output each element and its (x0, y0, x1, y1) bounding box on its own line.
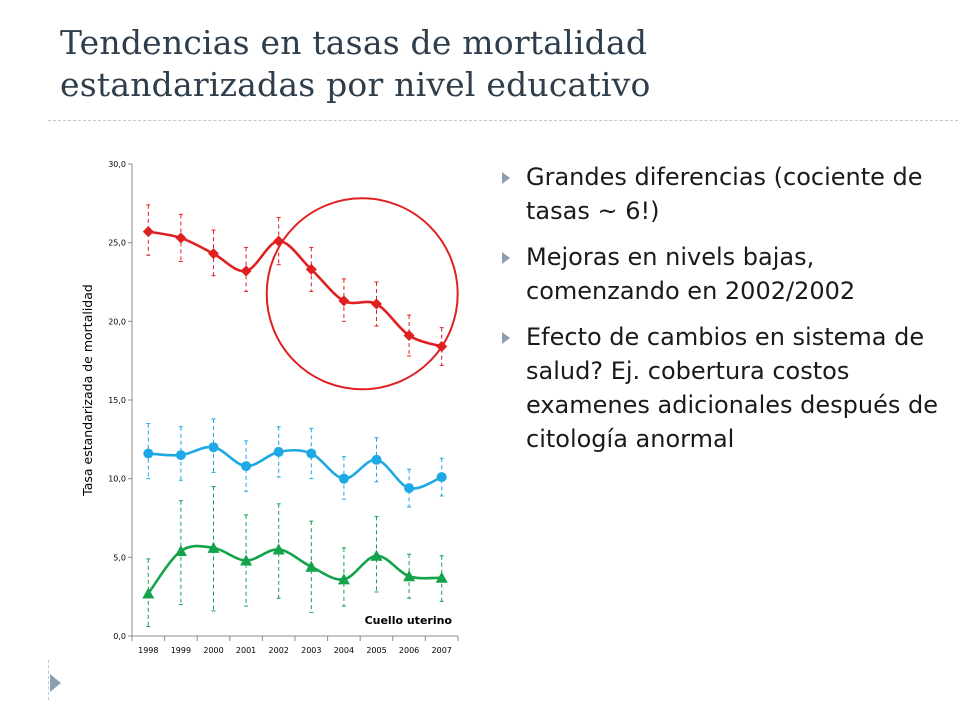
slide-title: Tendencias en tasas de mortalidad estand… (60, 22, 920, 106)
data-point (371, 298, 382, 310)
data-point (435, 571, 448, 583)
data-point (371, 454, 382, 465)
bullet-item: Mejoras en nivels bajas, comenzando en 2… (500, 240, 940, 308)
bullet-list: Grandes diferencias (cociente de tasas ~… (500, 160, 940, 468)
data-point (208, 442, 219, 453)
data-point (273, 446, 284, 457)
x-tick-label: 1998 (138, 646, 158, 655)
chart-axes: 0,0 5,0 10,0 15,0 20,0 25,0 30,0 1998 1999 2000 20… (108, 160, 459, 655)
data-point (403, 329, 415, 341)
data-point (370, 549, 383, 561)
data-point (142, 587, 155, 599)
data-point (142, 226, 154, 238)
x-tick-label: 2005 (366, 646, 386, 655)
series-line (148, 445, 443, 490)
slide-title-line-2: estandarizadas por nivel educativo (60, 65, 651, 104)
data-point (174, 545, 187, 557)
data-point (175, 450, 186, 461)
data-point (306, 448, 317, 459)
y-tick-label: 5,0 (113, 553, 126, 562)
bullet-arrow-icon (502, 332, 510, 344)
y-tick-label: 25,0 (108, 239, 126, 248)
data-point (305, 263, 317, 275)
x-tick-label: 2000 (203, 646, 223, 655)
x-tick-label: 2007 (432, 646, 452, 655)
data-point (436, 472, 447, 483)
data-point (240, 554, 253, 566)
data-point (143, 448, 154, 459)
bullet-text: Efecto de cambios en sistema de salud? E… (526, 323, 938, 453)
y-tick-label: 15,0 (108, 396, 126, 405)
y-tick-label: 10,0 (108, 475, 126, 484)
chart-annotation: Cuello uterino (365, 614, 453, 627)
data-point (273, 235, 285, 247)
x-tick-label: 2006 (399, 646, 419, 655)
data-point (305, 560, 318, 572)
data-point (338, 295, 350, 307)
title-divider (48, 120, 960, 121)
y-axis-label: Tasa estandarizada de mortalidad (80, 284, 95, 497)
series-diamond (142, 204, 448, 366)
data-point (175, 232, 187, 244)
bullet-text: Grandes diferencias (cociente de tasas ~… (526, 163, 923, 225)
bullet-arrow-icon (502, 172, 510, 184)
chart-marks (142, 197, 459, 628)
data-point (404, 483, 415, 494)
series-line (148, 230, 443, 348)
footer-divider (48, 660, 51, 700)
x-tick-label: 1999 (171, 646, 191, 655)
data-point (338, 473, 349, 484)
mortality-trend-chart: 0,0 5,0 10,0 15,0 20,0 25,0 30,0 1998 1999 2000 20… (80, 160, 459, 655)
x-tick-label: 2001 (236, 646, 256, 655)
x-tick-label: 2004 (334, 646, 354, 655)
data-point (241, 461, 252, 472)
data-point (403, 570, 416, 582)
slide-title-line-1: Tendencias en tasas de mortalidad (60, 23, 648, 62)
slide-arrow-icon (50, 674, 61, 692)
y-tick-label: 30,0 (108, 160, 126, 169)
bullet-item: Grandes diferencias (cociente de tasas ~… (500, 160, 940, 228)
bullet-arrow-icon (502, 252, 510, 264)
x-tick-label: 2002 (269, 646, 289, 655)
series-triangle (142, 486, 448, 628)
data-point (272, 543, 285, 555)
x-tick-label: 2003 (301, 646, 321, 655)
series-line (147, 544, 442, 595)
y-tick-label: 20,0 (108, 317, 126, 326)
data-point (208, 248, 219, 260)
highlight-circle (265, 197, 459, 391)
bullet-text: Mejoras en nivels bajas, comenzando en 2… (526, 243, 856, 305)
data-point (337, 573, 350, 585)
series-circle (143, 418, 447, 508)
data-point (207, 541, 220, 553)
data-point (240, 265, 252, 277)
y-tick-label: 0,0 (113, 632, 126, 641)
bullet-item: Efecto de cambios en sistema de salud? E… (500, 320, 940, 456)
